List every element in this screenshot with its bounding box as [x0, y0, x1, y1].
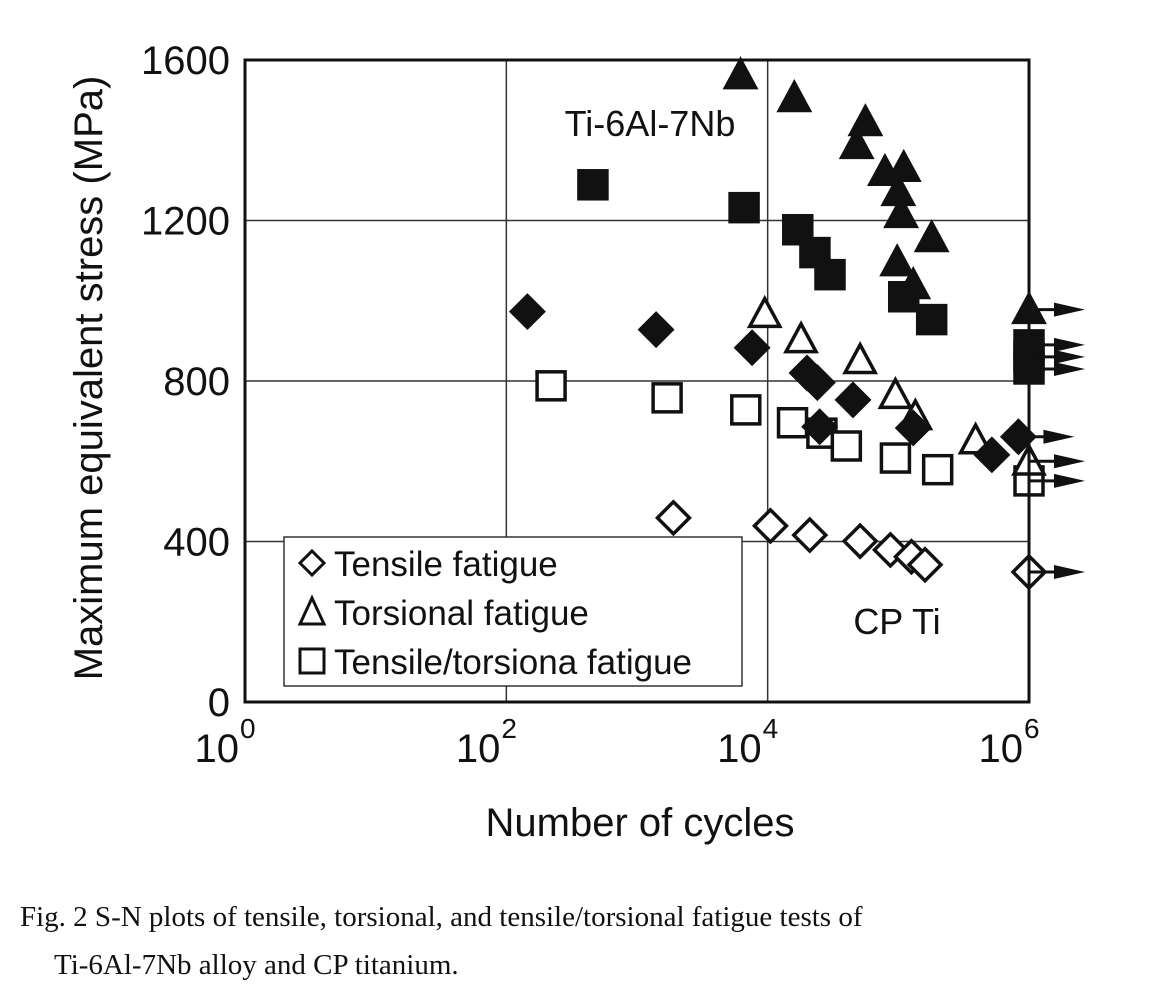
- diamond-marker: [798, 364, 836, 402]
- x-tick-label: 10: [717, 727, 762, 771]
- legend-label: Tensile/torsiona fatigue: [334, 643, 692, 682]
- triangle-marker: [842, 341, 879, 375]
- plot-frame: [243, 58, 1031, 704]
- square-marker: [879, 442, 912, 474]
- annotation-ti-6al-7nb: Ti-6Al-7Nb: [565, 103, 736, 144]
- arrow-head: [1054, 302, 1085, 317]
- legend-entry: Tensile/torsiona fatigue: [298, 643, 692, 682]
- diamond-marker: [791, 516, 829, 554]
- arrow-head: [1054, 361, 1085, 376]
- triangle-marker: [913, 219, 950, 253]
- diamond-marker: [906, 546, 944, 584]
- diamond-marker: [751, 507, 789, 545]
- x-tick-exponent: 4: [763, 713, 779, 744]
- runout-arrow: [1029, 302, 1085, 317]
- caption-line-1: Fig. 2 S-N plots of tensile, torsional, …: [20, 901, 863, 933]
- diamond-marker: [801, 408, 839, 446]
- x-tick-exponent: 0: [240, 713, 256, 744]
- triangle-marker: [885, 148, 922, 183]
- arrow-head: [1043, 429, 1075, 444]
- series-triangle-filled: [722, 56, 1047, 325]
- triangle-marker: [783, 320, 819, 354]
- y-tick-label: 1200: [141, 200, 230, 244]
- triangle-marker: [838, 125, 875, 160]
- x-tick-label: 10: [195, 727, 240, 771]
- diamond-marker: [733, 329, 771, 367]
- runout-arrows: [1018, 302, 1085, 579]
- triangle-marker: [883, 194, 920, 229]
- square-marker: [730, 394, 762, 426]
- diamond-marker: [508, 293, 546, 331]
- legend-entry: Torsional fatigue: [297, 594, 589, 633]
- x-axis-label: Number of cycles: [486, 801, 795, 845]
- triangle-marker: [895, 266, 932, 300]
- diamond-marker: [834, 381, 872, 419]
- legend-entry: Tensile fatigue: [297, 545, 558, 584]
- figure-caption: Fig. 2 S-N plots of tensile, torsional, …: [20, 893, 863, 989]
- y-tick-label: 400: [163, 521, 230, 565]
- y-axis-label: Maximum equivalent stress (MPa): [67, 76, 111, 681]
- caption-line-2: Ti-6Al-7Nb alloy and CP titanium.: [54, 949, 459, 981]
- runout-arrow: [1029, 454, 1085, 469]
- arrow-head: [1054, 349, 1085, 364]
- square-marker: [651, 382, 683, 414]
- diamond-marker: [894, 409, 932, 447]
- triangle-marker: [722, 56, 759, 90]
- square-marker: [728, 191, 760, 224]
- arrow-head: [1054, 473, 1085, 488]
- x-tick-label: 10: [456, 727, 501, 771]
- x-tick-label: 10: [979, 727, 1024, 771]
- diamond-marker: [973, 436, 1011, 474]
- y-tick-label: 0: [208, 681, 230, 725]
- runout-arrow: [1029, 473, 1085, 488]
- legend-square-icon: [298, 647, 326, 675]
- square-marker: [814, 258, 846, 291]
- diamond-marker: [637, 311, 675, 349]
- triangle-marker: [847, 103, 884, 137]
- legend: Tensile fatigue Torsional fatigue Tensile/…: [283, 536, 743, 687]
- square-marker: [535, 370, 567, 402]
- y-tick-label: 1600: [141, 39, 230, 83]
- triangle-marker: [877, 375, 914, 410]
- arrow-head: [1054, 337, 1085, 352]
- square-marker: [776, 406, 809, 439]
- x-tick-exponent: 2: [501, 713, 517, 744]
- runout-arrow: [1029, 337, 1085, 352]
- triangle-marker: [776, 79, 813, 113]
- y-tick-label: 800: [163, 360, 230, 404]
- legend-label: Tensile fatigue: [334, 545, 558, 584]
- legend-box: [283, 536, 743, 687]
- arrow-head: [1054, 564, 1085, 579]
- series-diamond-filled: [508, 293, 1037, 474]
- square-marker: [577, 169, 609, 201]
- runout-arrow: [1029, 361, 1085, 376]
- legend-triangle-icon: [297, 594, 327, 626]
- runout-arrow: [1029, 564, 1085, 579]
- square-marker: [921, 453, 954, 486]
- series-square-filled: [577, 169, 1045, 385]
- runout-arrow: [1018, 429, 1075, 444]
- series-diamond-open: [654, 499, 1048, 591]
- triangle-marker: [879, 243, 916, 277]
- triangle-marker: [746, 294, 783, 329]
- x-tick-exponent: 6: [1024, 713, 1040, 744]
- diamond-marker: [841, 522, 879, 560]
- series-square-open: [535, 370, 1045, 497]
- legend-label: Torsional fatigue: [334, 594, 589, 633]
- runout-arrow: [1029, 349, 1085, 364]
- arrow-head: [1054, 454, 1085, 469]
- annotation-cp-ti: CP Ti: [853, 601, 940, 642]
- square-marker: [915, 303, 948, 336]
- diamond-marker: [654, 499, 692, 537]
- legend-diamond-icon: [297, 548, 327, 578]
- square-marker: [830, 430, 863, 462]
